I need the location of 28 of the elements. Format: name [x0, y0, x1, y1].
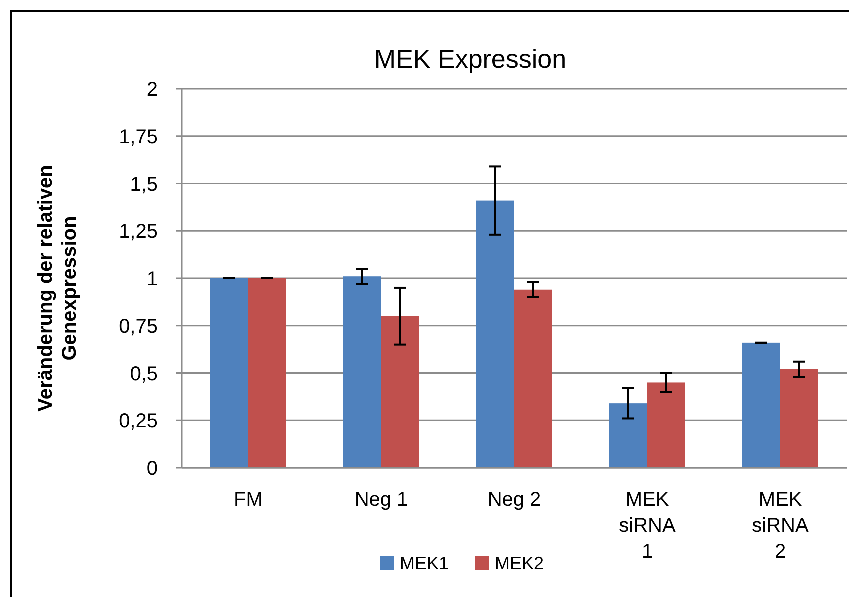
chart-title: MEK Expression — [374, 44, 567, 74]
y-tick-label: 0,75 — [119, 316, 158, 338]
y-axis-title: Veränderung der relativen Genexpression — [35, 165, 81, 412]
y-tick-label: 0,5 — [130, 363, 158, 386]
y-tick-label: 2 — [146, 79, 158, 101]
y-tick-label: 0 — [146, 458, 158, 480]
bar — [210, 278, 248, 468]
bar — [610, 404, 648, 468]
bar — [382, 316, 420, 468]
bar — [648, 382, 686, 468]
x-tick-label: FM — [234, 489, 263, 511]
y-tick-label: 1,75 — [119, 126, 158, 148]
y-tick-label: 1 — [146, 268, 158, 290]
x-tick-label: Neg 2 — [488, 489, 542, 511]
y-tick-label: 1,5 — [130, 174, 158, 196]
y-tick-label: 1,25 — [119, 221, 158, 244]
x-tick-label: MEK siRNA 1 — [619, 489, 676, 563]
y-tick-label: 0,25 — [119, 410, 158, 433]
legend-label: MEK2 — [495, 553, 544, 574]
bar — [514, 290, 552, 468]
bar — [476, 200, 514, 468]
x-tick-label: MEK siRNA 2 — [752, 489, 810, 563]
x-tick-label: Neg 1 — [354, 489, 408, 511]
bar — [344, 276, 382, 468]
bar — [780, 369, 818, 468]
legend-label: MEK1 — [400, 553, 450, 574]
bar — [248, 278, 286, 468]
bar — [742, 342, 780, 468]
